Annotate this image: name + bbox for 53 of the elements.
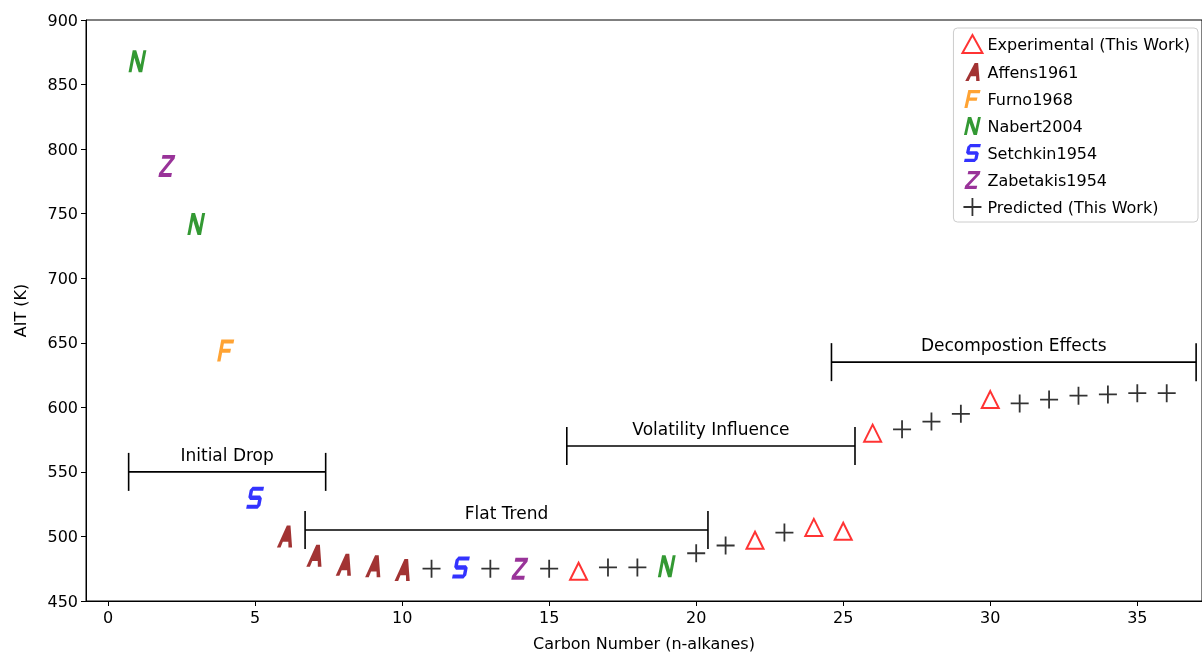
point bbox=[128, 50, 147, 73]
point bbox=[863, 423, 883, 443]
point bbox=[187, 213, 206, 235]
legend-label: Experimental (This Work) bbox=[987, 34, 1190, 54]
point bbox=[1128, 384, 1147, 403]
x-axis-title: Carbon Number (n-alkanes) bbox=[533, 633, 755, 653]
y-tick-label: 750 bbox=[47, 204, 78, 224]
legend-label: Furno1968 bbox=[987, 89, 1073, 109]
point bbox=[158, 154, 176, 177]
x-tick-label: 0 bbox=[102, 607, 114, 627]
y-tick-label: 600 bbox=[47, 397, 78, 417]
x-tick-label: 10 bbox=[391, 607, 413, 627]
legend-label: Affens1961 bbox=[987, 62, 1079, 82]
y-tick-label: 800 bbox=[47, 139, 78, 159]
point bbox=[893, 420, 912, 439]
y-tick-label: 500 bbox=[47, 526, 78, 546]
point bbox=[276, 525, 293, 548]
point bbox=[481, 559, 500, 578]
y-tick-label: 550 bbox=[47, 462, 78, 482]
y-tick-label: 450 bbox=[47, 591, 78, 611]
y-axis-title: AIT (K) bbox=[10, 283, 30, 338]
x-tick-label: 30 bbox=[980, 607, 1001, 627]
point bbox=[511, 557, 529, 580]
point bbox=[246, 486, 265, 509]
legend-label: Zabetakis1954 bbox=[987, 170, 1108, 190]
point bbox=[569, 561, 589, 581]
point bbox=[1157, 384, 1176, 403]
point bbox=[833, 521, 853, 541]
legend-label: Nabert2004 bbox=[987, 116, 1083, 136]
annotation: Decompostion Effects bbox=[920, 335, 1107, 356]
point bbox=[452, 556, 470, 579]
point bbox=[540, 559, 559, 578]
point bbox=[657, 555, 676, 578]
point bbox=[217, 339, 235, 362]
y-tick-label: 900 bbox=[47, 10, 78, 30]
point bbox=[951, 404, 970, 423]
point bbox=[804, 517, 824, 537]
legend-label: Setchkin1954 bbox=[987, 143, 1098, 163]
x-tick-label: 25 bbox=[833, 607, 854, 627]
annotation: Flat Trend bbox=[464, 502, 549, 523]
annotation: Volatility Influence bbox=[632, 419, 790, 440]
legend-label: Predicted (This Work) bbox=[987, 197, 1159, 217]
x-tick-label: 5 bbox=[250, 607, 261, 627]
point bbox=[745, 530, 765, 550]
x-tick-label: 20 bbox=[686, 607, 707, 627]
y-tick-label: 700 bbox=[47, 268, 78, 288]
annotation: Initial Drop bbox=[180, 444, 274, 465]
y-tick-label: 850 bbox=[47, 75, 78, 95]
point bbox=[980, 390, 1000, 410]
x-tick-label: 15 bbox=[538, 607, 560, 627]
x-tick-label: 35 bbox=[1127, 607, 1148, 627]
y-tick-label: 650 bbox=[47, 333, 78, 353]
point bbox=[687, 544, 706, 563]
